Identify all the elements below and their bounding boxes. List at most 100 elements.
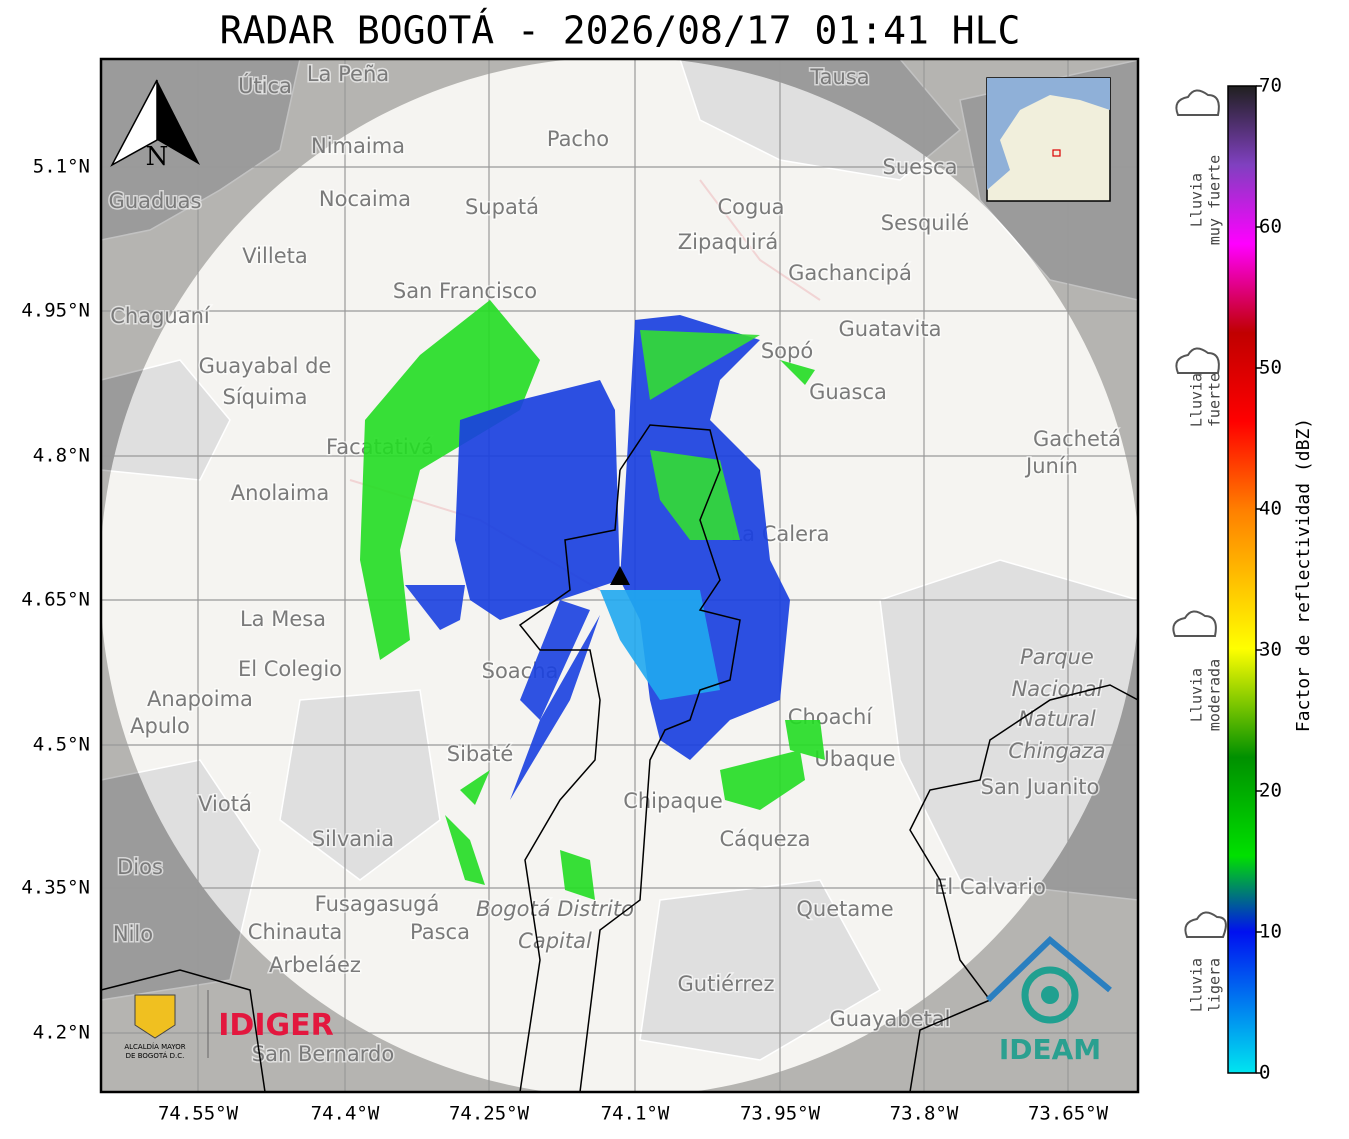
place-label: Dios [117, 855, 163, 879]
place-label: Cáqueza [720, 827, 811, 851]
place-label: Silvania [312, 827, 394, 851]
place-label: Gachetá [1033, 427, 1121, 451]
place-label: Quetame [796, 897, 893, 921]
logo-idiger: IDIGER [218, 1008, 333, 1043]
axis-labels: 5.1°N 4.95°N 4.8°N 4.65°N 4.5°N 4.35°N 4.2°N 74… [21, 156, 1108, 1125]
place-label: Fusagasugá [315, 892, 440, 916]
rain-level-label: Lluvia [1188, 373, 1206, 427]
rain-level-label: moderada [1206, 659, 1224, 731]
place-label: El Calvario [934, 875, 1046, 899]
lat-tick-label: 4.2°N [33, 1022, 90, 1044]
lon-tick-label: 73.95°W [740, 1103, 821, 1125]
place-label: La Peña [307, 62, 389, 86]
title: RADAR BOGOTÁ - 2026/08/17 01:41 HLC [220, 9, 1021, 53]
rain-icons [1172, 89, 1227, 938]
rain-level-label: Lluvia [1188, 958, 1206, 1012]
lat-tick-label: 4.35°N [21, 877, 90, 899]
logo-text: DE BOGOTÁ D.C. [126, 1051, 185, 1060]
place-label: El Colegio [238, 657, 342, 681]
place-label: Pasca [410, 920, 470, 944]
place-label: Apulo [130, 714, 190, 738]
lon-tick-label: 73.8°W [890, 1103, 959, 1125]
place-label: Junín [1024, 454, 1078, 478]
place-label: Tausa [809, 65, 869, 89]
place-label: San Juanito [981, 775, 1100, 799]
lat-tick-label: 4.8°N [33, 445, 90, 467]
place-label: Viotá [198, 792, 252, 816]
lon-tick-label: 74.4°W [311, 1103, 380, 1125]
place-label: Arbeláez [269, 953, 361, 977]
colorbar-tick-label: 40 [1259, 498, 1282, 520]
colorbar-tick-label: 0 [1259, 1062, 1270, 1084]
place-label: Chipaque [623, 789, 723, 813]
place-label: La Mesa [240, 607, 326, 631]
colorbar [1227, 85, 1257, 1074]
colorbar-tick-label: 60 [1259, 216, 1282, 238]
colorbar-tick-label: 70 [1259, 75, 1282, 97]
logo-ideam: IDEAM [985, 935, 1112, 1066]
place-labels: La Peña Útica Tausa Pacho Nimaima Suesca Guadu… [107, 61, 1122, 1068]
place-label: Cogua [717, 195, 784, 219]
place-label: Útica [238, 73, 292, 98]
colorbar-ticks: 0 10 20 30 40 50 60 70 [1256, 75, 1282, 1084]
place-label: Nimaima [311, 134, 405, 158]
place-label: Nocaima [319, 187, 411, 211]
place-label: Sesquilé [881, 211, 969, 235]
place-label: Bogotá Distrito [476, 897, 634, 921]
rain-level-label: Lluvia [1188, 668, 1206, 722]
logo-alcaldia: ALCALDÍA MAYOR DE BOGOTÁ D.C. IDIGER [124, 990, 334, 1060]
lat-tick-label: 4.5°N [33, 734, 90, 756]
place-label: Zipaquirá [678, 230, 778, 254]
place-label: Sibaté [447, 742, 514, 766]
place-label: Gutiérrez [678, 972, 775, 996]
lat-tick-label: 4.95°N [21, 300, 90, 322]
logo-text: ALCALDÍA MAYOR [124, 1042, 185, 1051]
north-arrow: N [110, 79, 200, 172]
north-label: N [146, 142, 169, 172]
lon-tick-label: 73.65°W [1028, 1103, 1109, 1125]
colorbar-tick-label: 50 [1259, 357, 1282, 379]
place-label: Anolaima [231, 481, 329, 505]
place-label: Guaduas [109, 189, 202, 213]
place-label: Nacional [1012, 677, 1103, 701]
place-label: Sopó [761, 339, 813, 363]
colorbar-tick-label: 30 [1259, 639, 1282, 661]
place-label: Ubaque [814, 747, 895, 771]
place-label: San Francisco [393, 279, 537, 303]
colorbar-tick-label: 10 [1259, 921, 1282, 943]
place-label: Chaguaní [110, 304, 211, 328]
place-label: Chinauta [248, 920, 342, 944]
place-label: Chingaza [1008, 739, 1105, 763]
lon-tick-label: 74.25°W [449, 1103, 530, 1125]
radar-site [610, 566, 630, 585]
boundaries [101, 424, 1138, 1092]
colorbar-tick-label: 20 [1259, 780, 1282, 802]
place-label: Capital [518, 929, 592, 953]
rain-level-label: muy fuerte [1206, 155, 1224, 245]
place-label: Guayabetal [830, 1007, 951, 1031]
place-label: Parque [1020, 645, 1094, 669]
place-label: Pacho [547, 127, 609, 151]
inset-map [986, 77, 1111, 202]
place-label: Villeta [242, 244, 307, 268]
lat-tick-label: 5.1°N [33, 156, 90, 178]
place-label: Guayabal de [199, 354, 332, 378]
place-label: San Bernardo [252, 1042, 394, 1066]
place-label: Supatá [465, 195, 539, 219]
place-label: Guatavita [839, 317, 942, 341]
rain-level-label: fuerte [1206, 373, 1224, 427]
place-label: Anapoima [147, 687, 253, 711]
colorbar-label: Factor de reflectividad (dBZ) [1293, 418, 1314, 732]
place-label: Natural [1018, 707, 1096, 731]
place-label: Guasca [809, 380, 887, 404]
lon-tick-label: 74.1°W [601, 1103, 670, 1125]
place-label: Síquima [223, 385, 308, 409]
logo-ideam-text: IDEAM [999, 1033, 1101, 1066]
lat-tick-label: 4.65°N [21, 589, 90, 611]
rain-level-label: Lluvia [1188, 173, 1206, 227]
rain-level-label: ligera [1206, 958, 1224, 1012]
place-label: Gachancipá [788, 261, 912, 285]
